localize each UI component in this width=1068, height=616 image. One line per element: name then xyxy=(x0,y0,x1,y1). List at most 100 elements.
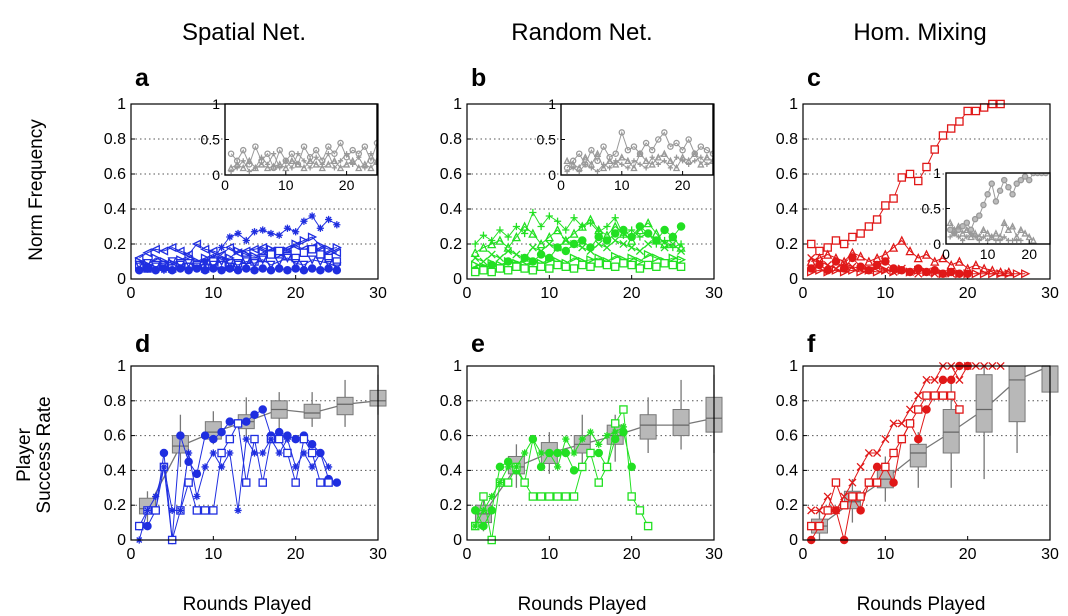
panel-e-ytick-label: 0.6 xyxy=(440,428,462,445)
panel-a-inset-series-1-point xyxy=(373,156,377,165)
panel-b-series-3-point xyxy=(512,250,521,259)
panel-a-inset-series-1-point xyxy=(294,160,302,168)
panel-e-ytick-label: 0.2 xyxy=(440,497,462,514)
panel-e-series-1-point xyxy=(610,419,620,428)
panel-f-series-2-point xyxy=(856,462,865,471)
panel-a-xtick-label: 20 xyxy=(287,285,305,302)
panel-b-series-4-point xyxy=(503,256,514,267)
panel-b-inset-series-2-point xyxy=(607,165,613,171)
panel-b-series-1-point xyxy=(536,238,546,249)
panel-d-series-2-point xyxy=(201,463,209,471)
panel-b-inset-series-1-point xyxy=(660,149,669,157)
panel-a-series-4-point xyxy=(167,265,177,275)
panel-c-series-3-point xyxy=(840,259,849,268)
panel-b-inset-series-1-point xyxy=(581,153,589,161)
panel-a-series-1-point xyxy=(249,244,259,254)
panel-d-series-1-point xyxy=(250,434,259,444)
panel-c-inset-ytick-label: 1 xyxy=(933,165,941,181)
panel-f-series-0-point xyxy=(946,375,956,385)
panel-f-series-2-point xyxy=(914,391,923,400)
panel-a-inset-series-2-point xyxy=(356,154,362,160)
panel-a-series-0-point xyxy=(267,229,275,238)
ylabel-norm-frequency: Norm Frequency xyxy=(26,119,47,261)
panel-e-series-2-point xyxy=(586,428,595,436)
panel-c-series-2-point xyxy=(848,253,857,263)
panel-c-inset-series-0-point xyxy=(988,180,996,187)
panel-a-series-4-point xyxy=(134,265,144,275)
panel-b-series-3-point xyxy=(602,243,612,252)
panel-a-series-2-point xyxy=(233,246,244,256)
panel-b-inset-series-2-point xyxy=(698,154,704,160)
panel-e-series-1-point xyxy=(503,478,513,487)
panel-b-series-1-point xyxy=(528,228,538,238)
panel-f-series-2-point xyxy=(807,506,816,515)
panel-a-series-5-point xyxy=(175,260,186,271)
panel-a-inset-series-1-point xyxy=(330,156,339,165)
panel-a-series-1-point xyxy=(191,239,202,249)
panel-c-inset-series-0-point xyxy=(996,187,1004,194)
panel-a-ytick-label: 0.2 xyxy=(104,236,126,253)
panel-c-inset-series-1-point xyxy=(1017,225,1025,234)
ylabel-success-rate: Success Rate xyxy=(34,396,55,513)
panel-b-series-1-point xyxy=(478,242,489,252)
panel-f-series-1-point xyxy=(815,521,824,531)
panel-c-series-4-point xyxy=(881,265,891,275)
panel-b-series-4-point xyxy=(643,249,654,260)
panel-a-ytick-label: 0.8 xyxy=(104,131,126,148)
panel-f-series-1-point xyxy=(848,492,857,501)
panel-f-series-2-point xyxy=(905,405,915,414)
panel-c-inset-series-0-point xyxy=(984,191,991,198)
panel-a-inset-series-0-point xyxy=(331,150,338,157)
panel-e-series-1-point xyxy=(619,405,628,414)
panel-a-inset-series-0-point xyxy=(312,146,320,154)
panel-a-series-3-point xyxy=(324,253,333,263)
panel-f-box xyxy=(1008,365,1026,423)
panel-c-inset-series-2-point xyxy=(997,237,1003,244)
panel-e-ytick-label: 1 xyxy=(453,358,462,375)
panel-d-series-2-point xyxy=(316,449,324,457)
panel-b-series-2-point xyxy=(643,229,653,238)
panel-b-inset-series-2-point xyxy=(686,161,692,167)
panel-a-series-4-point xyxy=(283,265,292,275)
panel-c-series-0-point xyxy=(946,124,956,133)
panel-b-inset-series-2-point xyxy=(649,154,655,160)
panel-c-inset-series-1-point xyxy=(946,218,954,226)
panel-d-xtick-label: 10 xyxy=(204,546,222,563)
panel-b-inset-series-1-point xyxy=(618,153,626,161)
panel-b-inset-series-1-point xyxy=(563,156,571,165)
panel-c-series-4-point xyxy=(946,267,957,277)
panel-a-series-0-point xyxy=(242,236,250,245)
panel-c-inset-series-2-point xyxy=(964,234,970,240)
panel-f-series xyxy=(806,361,1005,545)
panel-b-series-2-point xyxy=(578,236,587,245)
panel-c-ytick-label: 1 xyxy=(789,96,798,113)
panel-c-ytick-label: 0.8 xyxy=(776,131,798,148)
panel-b-inset: 00.510 10 20 xyxy=(537,96,714,193)
panel-b-ytick-label: 0 xyxy=(453,271,462,288)
panel-d-series-0-point xyxy=(291,434,300,444)
panel-d-series-0-point xyxy=(209,434,218,444)
panel-b-inset-series-2-point xyxy=(673,154,680,160)
panel-d-series-1-point xyxy=(316,478,325,487)
panel-a-inset-series-1-point xyxy=(312,160,320,168)
panel-e-series-2-point xyxy=(553,463,562,471)
panel-letter-c: c xyxy=(807,64,821,92)
panel-c-series-4-point xyxy=(905,267,916,277)
panel-b-series-0-point xyxy=(545,212,553,220)
panel-d-series-1-point xyxy=(184,478,193,487)
panel-a-inset-series-1-point xyxy=(263,163,272,172)
panel-c-series-1-point xyxy=(938,252,948,263)
column-title-hom-mixing: Hom. Mixing xyxy=(853,19,986,46)
panel-b-series-2-point xyxy=(668,232,678,242)
panel-b-inset-series-1-point xyxy=(599,163,608,172)
panel-e-series-1-point xyxy=(553,492,562,501)
panel-c-inset-xtick-label: 20 xyxy=(1021,246,1037,262)
panel-b-series-0-point xyxy=(512,222,520,231)
panel-f-series-1-point xyxy=(938,391,948,400)
panel-c-inset-series-0-point xyxy=(976,212,983,219)
panel-a-inset-series-0-point xyxy=(252,143,259,150)
panel-c-series-4-point xyxy=(938,269,949,279)
panel-c-inset-series-2-point xyxy=(951,230,957,236)
panel-a-inset-xtick-label: 0 xyxy=(221,177,229,193)
